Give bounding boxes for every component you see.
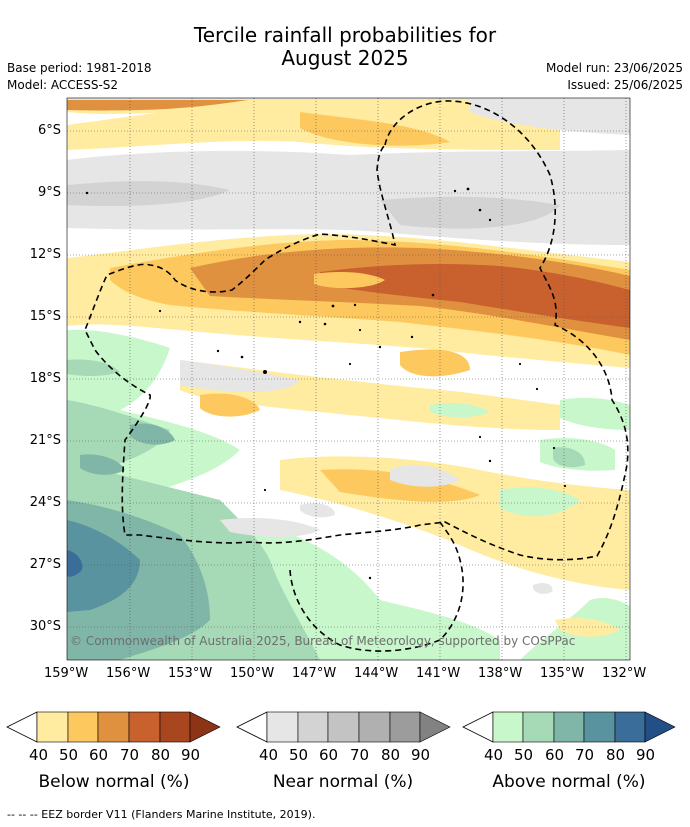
near-tick-50: 50 [289,746,309,764]
colorbar-above-swatch-90 [644,711,676,743]
islands [85,187,567,580]
colorbar-near-swatch-40 [266,711,299,743]
lat-label-18s: 18°S [29,371,61,386]
lat-label-9s: 9°S [37,185,61,200]
colorbar-near-swatch-60 [327,711,360,743]
map-title-line2: August 2025 [281,46,409,70]
colorbar-above-normal [462,711,676,743]
eez-footnote: -- -- -- EEZ border V11 (Flanders Marine… [7,808,316,821]
issued-label: Issued: 25/06/2025 [567,78,683,92]
near-tick-90: 90 [411,746,431,764]
near-tick-60: 60 [319,746,339,764]
colorbar-near-swatch-90 [419,711,451,743]
model-label: Model: ACCESS-S2 [7,78,119,92]
model-run-label: Model run: 23/06/2025 [545,61,683,75]
colorbar-below-normal [6,711,221,743]
map-field [67,98,630,660]
map-frame [66,97,631,661]
colorbar-below-swatch-60 [97,711,130,743]
lon-label-147w: 147°W [292,666,337,681]
colorbar-below-swatch-90 [189,711,221,743]
lon-label-156w: 156°W [106,666,151,681]
lat-label-6s: 6°S [37,123,61,138]
eez-borders [84,100,629,652]
copyright-text: © Commonwealth of Australia 2025, Bureau… [70,634,576,648]
near-tick-80: 80 [381,746,401,764]
below-tick-70: 70 [120,746,140,764]
lon-label-150w: 150°W [230,666,275,681]
colorbar-below-swatch-50 [67,711,99,743]
above-normal-label: Above normal (%) [492,772,646,792]
above-tick-40: 40 [484,746,504,764]
lon-label-153w: 153°W [168,666,213,681]
lat-label-24s: 24°S [29,495,61,510]
colorbar-above-swatch-60 [553,711,585,743]
below-tick-60: 60 [89,746,109,764]
colorbar-above-swatch-80 [614,711,646,743]
lon-label-144w: 144°W [354,666,399,681]
lat-label-21s: 21°S [29,433,61,448]
colorbar-near-swatch-80 [389,711,421,743]
map-gridlines [67,98,630,660]
above-tick-60: 60 [545,746,565,764]
above-tick-80: 80 [606,746,626,764]
near-tick-40: 40 [259,746,279,764]
lon-label-135w: 135°W [540,666,585,681]
lat-label-12s: 12°S [29,247,61,262]
lat-label-15s: 15°S [29,309,61,324]
lat-label-27s: 27°S [29,557,61,572]
colorbar-near-normal [236,711,451,743]
above-tick-90: 90 [636,746,656,764]
below-tick-80: 80 [151,746,171,764]
below-tick-50: 50 [59,746,79,764]
colorbar-above-swatch-40 [492,711,524,743]
colorbar-below-swatch-40 [36,711,69,743]
below-tick-40: 40 [29,746,49,764]
colorbar-near-swatch-70 [358,711,391,743]
above-tick-50: 50 [514,746,534,764]
near-tick-70: 70 [350,746,370,764]
below-tick-90: 90 [181,746,201,764]
colorbar-near-swatch-50 [297,711,329,743]
below-normal-label: Below normal (%) [38,772,190,792]
lon-label-132w: 132°W [602,666,647,681]
colorbar-below-swatch-80 [159,711,191,743]
lat-label-30s: 30°S [29,619,61,634]
colorbar-below-swatch-70 [128,711,161,743]
base-period-label: Base period: 1981-2018 [7,61,152,75]
colorbars [6,711,676,743]
colorbar-above-swatch-70 [583,711,616,743]
map-title-line1: Tercile rainfall probabilities for [193,23,497,47]
lon-label-159w: 159°W [44,666,89,681]
colorbar-above-swatch-50 [522,711,555,743]
above-tick-70: 70 [575,746,595,764]
near-normal-label: Near normal (%) [272,772,414,792]
lon-label-138w: 138°W [478,666,523,681]
lon-label-141w: 141°W [416,666,461,681]
